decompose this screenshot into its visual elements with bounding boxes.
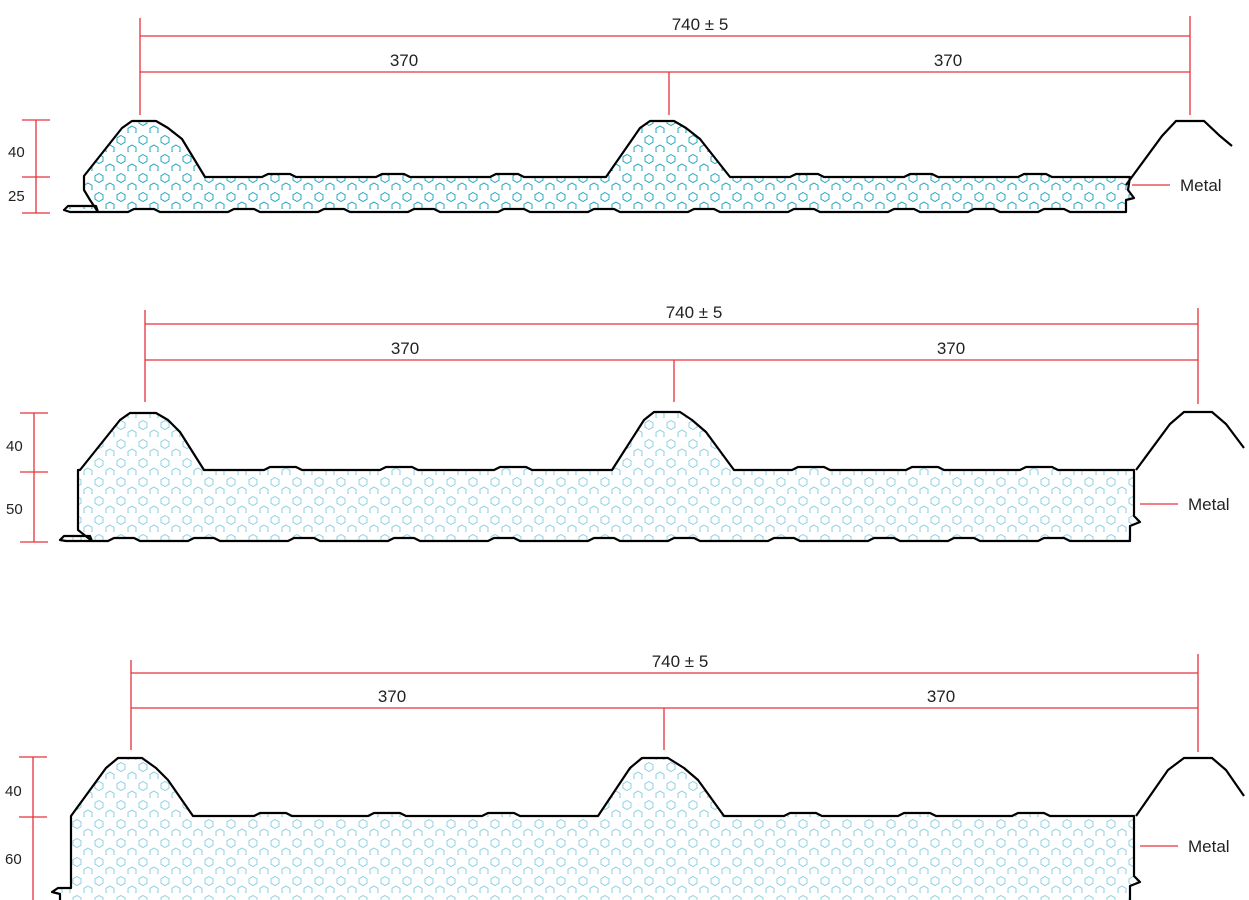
next-panel-overlap — [1125, 119, 1233, 186]
core-thickness-label: 25 — [8, 188, 25, 205]
dim-half-left-label: 370 — [390, 51, 418, 70]
next-panel-overlap — [1135, 410, 1245, 471]
rib-height-label: 40 — [6, 438, 23, 455]
core-thickness-label: 60 — [5, 851, 22, 868]
rib-height-label: 40 — [5, 783, 22, 800]
dim-half-right-label: 370 — [927, 687, 955, 706]
dim-total-label: 740 ± 5 — [666, 303, 723, 322]
material-label: Metal — [1188, 495, 1230, 514]
panel-profile — [62, 119, 1136, 214]
dim-half-left-label: 370 — [378, 687, 406, 706]
panel-50: 740 ± 5 370 370 40 50 Metal — [6, 303, 1245, 543]
material-label: Metal — [1180, 176, 1222, 195]
next-panel-overlap — [1135, 756, 1245, 817]
dim-half-right-label: 370 — [937, 339, 965, 358]
dim-total-label: 740 ± 5 — [672, 15, 729, 34]
dim-total-label: 740 ± 5 — [652, 652, 709, 671]
panel-profile — [50, 756, 1142, 900]
rib-height-label: 40 — [8, 144, 25, 161]
dim-half-right-label: 370 — [934, 51, 962, 70]
material-label: Metal — [1188, 837, 1230, 856]
dim-half-left-label: 370 — [391, 339, 419, 358]
core-thickness-label: 50 — [6, 501, 23, 518]
panel-25: 740 ± 5 370 370 40 25 Metal — [8, 15, 1233, 214]
panel-60: 740 ± 5 370 370 40 60 Metal — [5, 652, 1245, 900]
panel-profile — [58, 410, 1142, 543]
